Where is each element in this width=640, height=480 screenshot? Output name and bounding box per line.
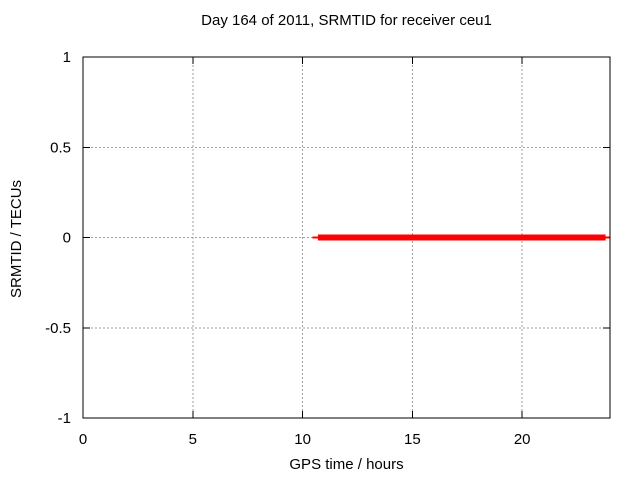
y-tick-label: 0 [63,230,71,247]
y-tick-label: 1 [63,49,71,66]
x-axis-title: GPS time / hours [289,456,404,473]
y-tick-label: -1 [58,410,71,427]
x-tick-label: 10 [294,431,311,448]
chart-title: Day 164 of 2011, SRMTID for receiver ceu… [201,12,492,29]
y-tick-label: 0.5 [50,139,71,156]
x-tick-label: 5 [189,431,197,448]
x-tick-label: 0 [79,431,87,448]
y-tick-label: -0.5 [45,320,71,337]
x-tick-label: 20 [514,431,531,448]
plot-border [82,56,611,419]
x-tick-label: 15 [404,431,421,448]
